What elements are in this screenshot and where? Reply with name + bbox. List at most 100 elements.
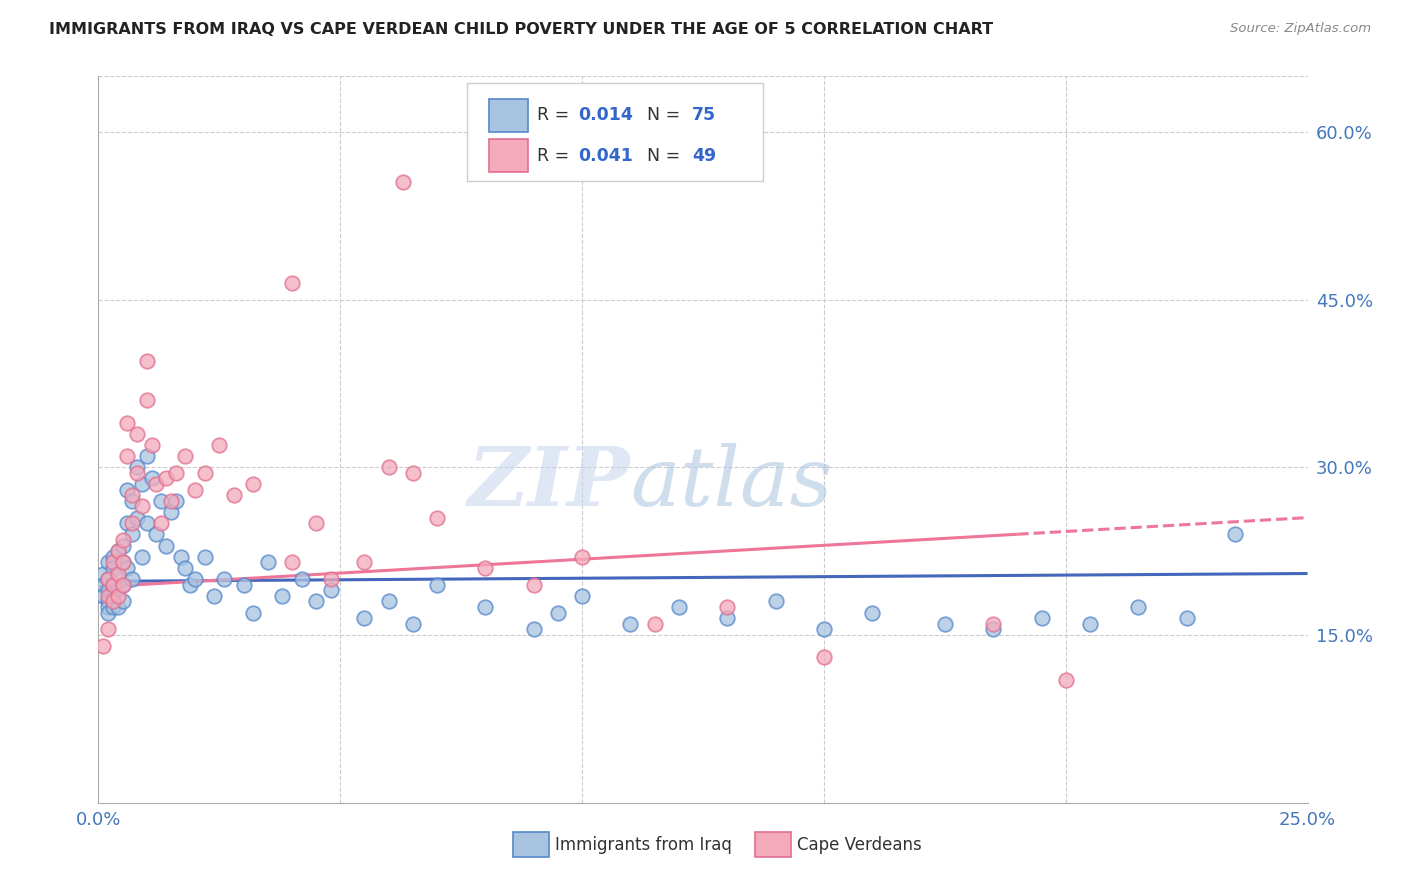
Point	[127, 510, 149, 524]
Point	[121, 527, 143, 541]
Point	[1078, 616, 1101, 631]
Text: 49: 49	[692, 146, 716, 164]
Point	[127, 460, 149, 475]
Point	[402, 616, 425, 631]
Point	[271, 589, 294, 603]
Point	[145, 477, 167, 491]
Point	[97, 589, 120, 603]
Point	[101, 578, 124, 592]
Point	[101, 600, 124, 615]
Point	[319, 583, 342, 598]
Text: 75: 75	[692, 106, 716, 125]
Text: R =: R =	[537, 146, 575, 164]
Point	[101, 578, 124, 592]
Point	[127, 466, 149, 480]
Point	[377, 594, 399, 608]
Point	[131, 477, 153, 491]
Point	[353, 555, 375, 569]
Point	[1175, 611, 1198, 625]
Point	[121, 493, 143, 508]
Text: 0.041: 0.041	[578, 146, 633, 164]
Point	[165, 466, 187, 480]
Point	[547, 606, 569, 620]
Text: N =: N =	[637, 146, 686, 164]
Point	[135, 516, 157, 531]
Point	[107, 600, 129, 615]
Point	[194, 466, 217, 480]
FancyBboxPatch shape	[489, 139, 527, 172]
Point	[402, 466, 425, 480]
Point	[169, 549, 191, 564]
Point	[305, 516, 328, 531]
Point	[571, 549, 593, 564]
Text: 0.014: 0.014	[578, 106, 633, 125]
Point	[111, 539, 134, 553]
Point	[107, 544, 129, 558]
Point	[101, 549, 124, 564]
Text: Source: ZipAtlas.com: Source: ZipAtlas.com	[1230, 22, 1371, 36]
Point	[981, 623, 1004, 637]
Point	[160, 505, 183, 519]
Point	[150, 516, 173, 531]
Point	[860, 606, 883, 620]
Point	[1054, 673, 1077, 687]
Point	[474, 600, 496, 615]
Point	[131, 549, 153, 564]
Point	[111, 555, 134, 569]
Point	[184, 572, 207, 586]
Point	[222, 488, 245, 502]
Point	[135, 354, 157, 368]
Point	[353, 611, 375, 625]
Point	[813, 650, 835, 665]
Text: N =: N =	[637, 106, 686, 125]
Point	[101, 555, 124, 569]
Point	[111, 594, 134, 608]
Point	[392, 175, 415, 189]
Point	[377, 460, 399, 475]
Point	[204, 589, 226, 603]
Point	[121, 488, 143, 502]
Point	[97, 572, 120, 586]
Point	[934, 616, 956, 631]
FancyBboxPatch shape	[513, 832, 550, 856]
Point	[111, 533, 134, 547]
Point	[91, 578, 114, 592]
Point	[212, 572, 235, 586]
Text: Immigrants from Iraq: Immigrants from Iraq	[555, 836, 733, 854]
Point	[174, 561, 197, 575]
Point	[232, 578, 254, 592]
Point	[765, 594, 787, 608]
Point	[474, 561, 496, 575]
Point	[97, 572, 120, 586]
Point	[165, 493, 187, 508]
Point	[523, 623, 546, 637]
Text: atlas: atlas	[630, 443, 832, 523]
Point	[194, 549, 217, 564]
Point	[981, 616, 1004, 631]
Point	[117, 561, 139, 575]
Point	[141, 471, 163, 485]
Point	[716, 611, 738, 625]
FancyBboxPatch shape	[489, 99, 527, 132]
Point	[242, 477, 264, 491]
Point	[91, 566, 114, 581]
Point	[184, 483, 207, 497]
Point	[813, 623, 835, 637]
Point	[523, 578, 546, 592]
Point	[97, 600, 120, 615]
Point	[121, 572, 143, 586]
Point	[281, 555, 304, 569]
Point	[174, 449, 197, 463]
Point	[1031, 611, 1053, 625]
Point	[97, 594, 120, 608]
Point	[121, 516, 143, 531]
Point	[135, 393, 157, 408]
Point	[571, 589, 593, 603]
Point	[97, 583, 120, 598]
Text: ZIP: ZIP	[468, 443, 630, 523]
Point	[91, 639, 114, 653]
Point	[101, 594, 124, 608]
Point	[107, 583, 129, 598]
Point	[208, 438, 231, 452]
FancyBboxPatch shape	[467, 83, 763, 181]
